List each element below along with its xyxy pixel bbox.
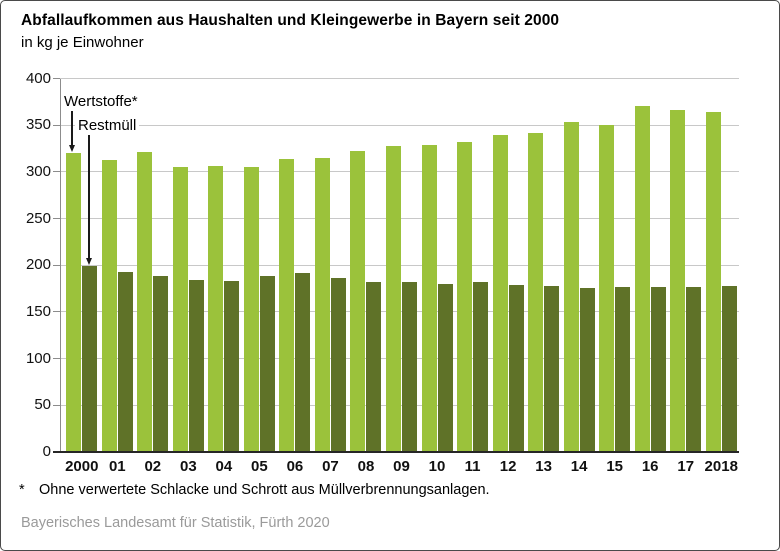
bar-wertstoffe-04 (208, 166, 224, 452)
series-label-wertstoffe: Wertstoffe* (61, 93, 141, 111)
bar-wertstoffe-09 (386, 145, 401, 452)
bar-wertstoffe-08 (350, 151, 366, 452)
source-line: Bayerisches Landesamt für Statistik, Für… (21, 515, 330, 531)
bar-restmuell-01 (117, 271, 133, 452)
x-axis-label-17: 17 (677, 458, 695, 475)
x-axis-label-04: 04 (215, 458, 233, 475)
y-axis-label-0: 0 (42, 443, 51, 460)
y-tick-350 (53, 124, 60, 126)
y-axis-label-150: 150 (25, 302, 51, 320)
x-axis-label-06: 06 (286, 458, 304, 475)
y-axis-label-200: 200 (25, 256, 51, 274)
x-axis-label-09: 09 (393, 458, 410, 475)
y-axis-label-250: 250 (25, 209, 51, 227)
bar-restmuell-07 (330, 278, 346, 452)
x-axis-label-13: 13 (535, 458, 552, 475)
bar-restmuell-15 (615, 286, 631, 452)
series-label-restmuell: Restmüll (75, 117, 140, 135)
bar-restmuell-10 (437, 283, 453, 452)
bar-restmuell-03 (188, 280, 204, 452)
bar-wertstoffe-14 (563, 122, 579, 452)
bar-restmuell-09 (402, 282, 417, 452)
bar-restmuell-11 (473, 282, 489, 452)
y-axis-label-400: 400 (25, 69, 51, 87)
gridline-400 (59, 78, 739, 79)
y-axis-line (59, 78, 61, 452)
arrow-shaft (88, 135, 90, 259)
bar-wertstoffe-16 (634, 105, 650, 452)
arrow-head-icon (69, 145, 75, 152)
bar-restmuell-2018 (721, 285, 737, 452)
x-axis-label-12: 12 (499, 458, 517, 475)
bar-restmuell-05 (259, 275, 275, 452)
y-axis-label-350: 350 (25, 116, 51, 134)
x-axis-label-02: 02 (144, 458, 162, 475)
bar-wertstoffe-13 (528, 132, 544, 452)
x-axis-label-11: 11 (464, 458, 481, 475)
y-axis-label-300: 300 (25, 162, 51, 180)
x-axis-label-10: 10 (428, 458, 446, 475)
chart-title: Abfallaufkommen aus Haushalten und Klein… (21, 12, 560, 29)
x-axis-label-14: 14 (570, 458, 588, 475)
bar-restmuell-14 (579, 287, 595, 452)
bar-wertstoffe-2018 (705, 112, 721, 452)
x-axis-label-01: 01 (108, 458, 126, 475)
x-axis-label-15: 15 (606, 458, 623, 475)
x-axis-label-2000: 2000 (65, 458, 99, 475)
gridline-350 (59, 124, 739, 126)
x-axis-label-03: 03 (179, 458, 197, 475)
arrow-to-restmuell-bar-icon (86, 135, 92, 265)
arrow-to-wertstoffe-bar-icon (69, 111, 75, 152)
footnote-text: Ohne verwertete Schlacke und Schrott aus… (39, 482, 490, 498)
x-axis-label-07: 07 (322, 458, 339, 475)
x-axis-label-08: 08 (357, 458, 375, 475)
bar-restmuell-08 (366, 282, 382, 452)
bar-wertstoffe-10 (421, 144, 437, 452)
chart-subtitle: in kg je Einwohner (21, 34, 144, 51)
bar-wertstoffe-05 (243, 167, 259, 452)
bar-wertstoffe-15 (599, 125, 615, 452)
bar-wertstoffe-07 (314, 157, 330, 452)
y-tick-300 (53, 171, 60, 173)
bar-restmuell-04 (224, 281, 240, 452)
x-axis-label-05: 05 (251, 458, 268, 475)
bar-wertstoffe-12 (492, 134, 508, 452)
y-tick-250 (53, 218, 60, 220)
bar-wertstoffe-17 (670, 110, 686, 452)
x-axis-label-2018: 2018 (704, 458, 738, 475)
footnote-marker: * (19, 482, 25, 498)
x-axis-line (53, 451, 739, 453)
bar-wertstoffe-06 (279, 158, 295, 452)
bar-restmuell-06 (295, 272, 311, 452)
x-axis-label-16: 16 (641, 458, 659, 475)
arrow-shaft (71, 111, 73, 146)
bar-restmuell-16 (650, 286, 666, 452)
bar-restmuell-2000 (82, 266, 98, 452)
y-axis-label-50: 50 (34, 396, 51, 414)
y-tick-150 (53, 311, 60, 313)
bar-restmuell-12 (508, 284, 524, 452)
bar-wertstoffe-02 (137, 152, 153, 452)
bar-restmuell-17 (686, 286, 702, 452)
y-axis-label-100: 100 (25, 349, 51, 367)
y-tick-400 (53, 78, 60, 79)
y-tick-50 (53, 404, 60, 406)
y-tick-200 (53, 264, 60, 266)
arrow-head-icon (86, 258, 92, 265)
y-tick-100 (53, 358, 60, 360)
bar-restmuell-13 (544, 285, 560, 452)
bar-restmuell-02 (153, 275, 169, 452)
bar-wertstoffe-2000 (66, 153, 82, 452)
bar-wertstoffe-03 (172, 167, 188, 452)
bar-wertstoffe-01 (101, 159, 117, 452)
bar-wertstoffe-11 (457, 141, 473, 452)
